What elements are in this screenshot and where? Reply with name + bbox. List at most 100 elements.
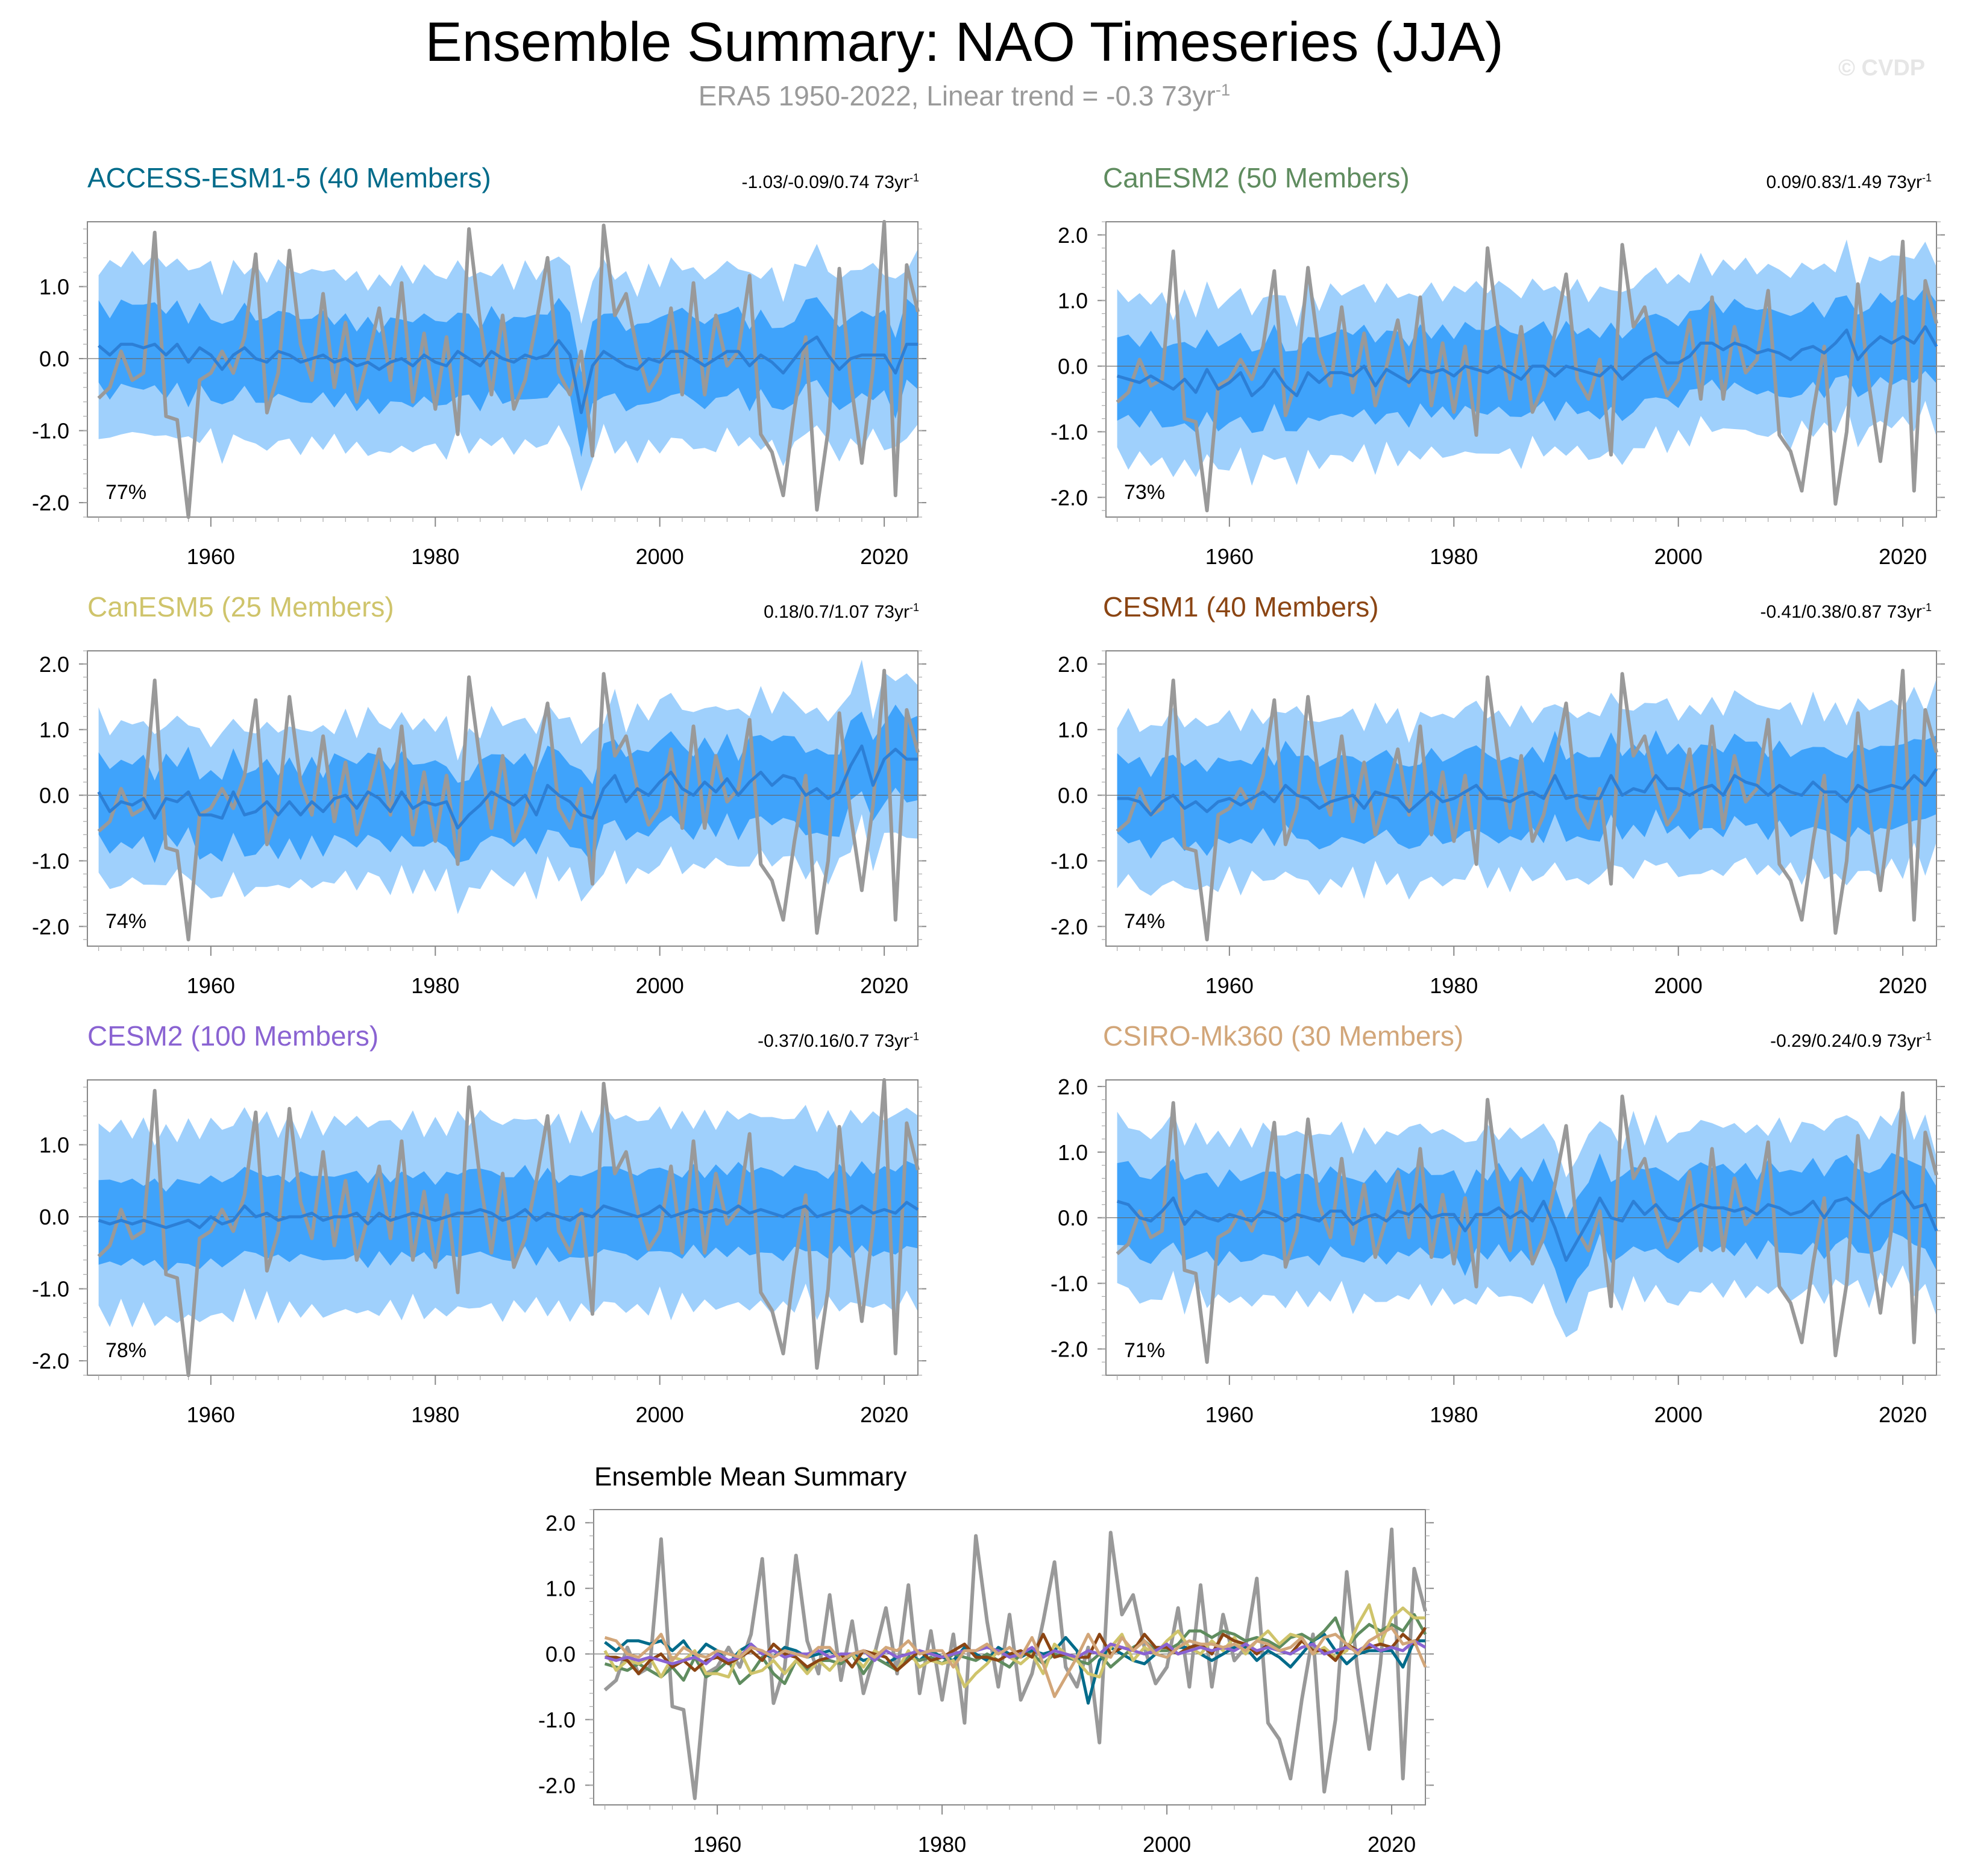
panel-cesm2-percentile-label: 78% <box>105 1339 146 1362</box>
panel-csiro-mk360-ensemble-mean-line <box>1116 1190 1938 1262</box>
panel-csiro-mk360-xtick-label: 2000 <box>1654 1402 1703 1427</box>
panel-canesm5-ensemble-mean-line <box>97 744 918 830</box>
panel-cesm1-chart: 2.0 1.0 0.0 -1.0 -2.0 1960 1980 2000 2020 74% <box>1051 650 1945 998</box>
summary-chart: Ensemble Mean Summary 2.0 1.0 0.0 -1.0 -2.0 19… <box>538 1462 1434 1857</box>
figure-subtitle: ERA5 1950-2022, Linear trend = -0.3 73yr… <box>0 80 1929 112</box>
panel-cesm1-observed-line <box>1116 668 1938 942</box>
panel-cesm1-ensemble-mean-line <box>1117 768 1938 817</box>
panel-csiro-mk360-xtick-label: 1980 <box>1430 1402 1478 1427</box>
panel-canesm2-xtick-label: 1960 <box>1205 544 1254 569</box>
panel-cesm1-ytick-label: 2.0 <box>1058 652 1088 677</box>
panel-access-esm1-5-ytick-label: -2.0 <box>32 491 69 515</box>
panel-access-esm1-5-ytick-label: 1.0 <box>39 275 69 300</box>
panel-csiro-mk360-ytick-label: 2.0 <box>1058 1074 1088 1099</box>
panel-title-canesm5: CanESM5 (25 Members) <box>87 591 394 623</box>
panel-canesm5-ytick-label: -2.0 <box>32 914 69 939</box>
panel-csiro-mk360-xtick-label: 1960 <box>1205 1402 1254 1427</box>
summary-ytick-label: 0.0 <box>545 1642 576 1667</box>
panel-cesm1-xtick-label: 2020 <box>1879 973 1927 998</box>
panel-canesm2-chart: 2.0 1.0 0.0 -1.0 -2.0 1960 1980 2000 2020 73% <box>1051 221 1945 569</box>
trend-text-canesm5: 0.18/0.7/1.07 73yr <box>764 602 909 622</box>
panel-title-cesm2: CESM2 (100 Members) <box>87 1020 379 1052</box>
panel-title-access-esm1-5: ACCESS-ESM1-5 (40 Members) <box>87 162 491 193</box>
panel-cesm2-ytick-label: 1.0 <box>39 1133 69 1158</box>
panel-trend-cesm2: -0.37/0.16/0.7 73yr-1 <box>497 1031 919 1052</box>
trend-text-cesm1: -0.41/0.38/0.87 73yr <box>1760 602 1922 622</box>
summary-ytick-label: 1.0 <box>545 1576 576 1601</box>
panel-canesm5-xtick-label: 1980 <box>411 973 459 998</box>
panel-csiro-mk360-ytick-label: -1.0 <box>1051 1272 1088 1296</box>
trend-superscript-canesm5: -1 <box>909 601 919 613</box>
summary-observed-line <box>603 1527 1427 1801</box>
panel-trend-csiro-mk360: -0.29/0.24/0.9 73yr-1 <box>1510 1031 1932 1052</box>
subtitle-text: ERA5 1950-2022, Linear trend = -0.3 73yr <box>698 80 1216 111</box>
panel-cesm2-xtick-label: 1980 <box>411 1402 459 1427</box>
summary-xtick-label: 1980 <box>918 1832 966 1857</box>
panel-access-esm1-5-ytick-label: 0.0 <box>39 347 69 371</box>
panel-canesm5-xtick-label: 2000 <box>636 973 684 998</box>
panel-trend-cesm1: -0.41/0.38/0.87 73yr-1 <box>1510 601 1932 623</box>
trend-superscript-access-esm1-5: -1 <box>909 172 919 184</box>
panel-cesm2-xtick-label: 2020 <box>860 1402 908 1427</box>
panel-canesm2-ytick-label: 2.0 <box>1058 223 1088 248</box>
panel-canesm5-percentile-label: 74% <box>105 910 146 933</box>
panel-cesm2-ytick-label: -2.0 <box>32 1349 69 1373</box>
panel-canesm5-inner-spread <box>98 704 919 864</box>
panel-canesm5-ytick-label: -1.0 <box>32 849 69 873</box>
panel-csiro-mk360-percentile-label: 71% <box>1124 1339 1165 1362</box>
panel-canesm5-observed-line <box>97 668 920 942</box>
panel-canesm5-xtick-label: 2020 <box>860 973 908 998</box>
panel-access-esm1-5-xtick-label: 1960 <box>187 544 235 569</box>
panel-cesm1-ytick-label: -2.0 <box>1051 914 1088 939</box>
summary-ytick-label: 2.0 <box>545 1511 576 1536</box>
trend-superscript-cesm1: -1 <box>1921 601 1932 613</box>
panel-access-esm1-5-observed-line <box>97 220 920 519</box>
summary-xtick-label: 2000 <box>1143 1832 1191 1857</box>
panel-canesm2-percentile-label: 73% <box>1124 481 1165 504</box>
panel-cesm2-observed-line <box>97 1078 920 1377</box>
panel-trend-canesm5: 0.18/0.7/1.07 73yr-1 <box>497 601 919 623</box>
panel-canesm5-ytick-label: 0.0 <box>39 783 69 808</box>
panel-access-esm1-5-xtick-label: 2000 <box>636 544 684 569</box>
trend-text-csiro-mk360: -0.29/0.24/0.9 73yr <box>1770 1031 1922 1051</box>
summary-title: Ensemble Mean Summary <box>594 1462 906 1492</box>
panel-cesm2-chart: 1.0 0.0 -1.0 -2.0 1960 1980 2000 2020 78% <box>32 1078 926 1427</box>
panel-trend-canesm2: 0.09/0.83/1.49 73yr-1 <box>1510 172 1932 193</box>
panel-cesm1-xtick-label: 1980 <box>1430 973 1478 998</box>
figure-title: Ensemble Summary: NAO Timeseries (JJA) <box>425 11 1504 73</box>
panel-canesm2-ytick-label: -2.0 <box>1051 485 1088 510</box>
panel-canesm2-ytick-label: 0.0 <box>1058 354 1088 379</box>
panel-cesm2-ensemble-mean-line <box>98 1200 919 1229</box>
trend-superscript-canesm2: -1 <box>1921 172 1932 184</box>
panel-cesm1-xtick-label: 2000 <box>1654 973 1703 998</box>
panel-access-esm1-5-xtick-label: 2020 <box>860 544 908 569</box>
summary-ytick-label: -2.0 <box>538 1773 576 1798</box>
summary-mean-line-csiro-mk360 <box>604 1626 1427 1698</box>
cvdp-watermark: © CVDP <box>1838 55 1926 81</box>
subtitle-superscript: -1 <box>1215 80 1231 99</box>
panel-cesm2-ytick-label: -1.0 <box>32 1277 69 1302</box>
panel-cesm2-xtick-label: 1960 <box>187 1402 235 1427</box>
panel-cesm1-ytick-label: -1.0 <box>1051 849 1088 873</box>
panel-canesm2-observed-line <box>1116 239 1938 513</box>
panel-cesm1-ytick-label: 1.0 <box>1058 718 1088 742</box>
panel-cesm2-xtick-label: 2000 <box>636 1402 684 1427</box>
panel-access-esm1-5-chart: 1.0 0.0 -1.0 -2.0 1960 1980 2000 2020 77% <box>32 220 926 569</box>
summary-ytick-label: -1.0 <box>538 1707 576 1732</box>
panel-csiro-mk360-ytick-label: 1.0 <box>1058 1140 1088 1165</box>
panel-canesm5-ytick-label: 2.0 <box>39 652 69 677</box>
panel-trend-access-esm1-5: -1.03/-0.09/0.74 73yr-1 <box>497 172 919 193</box>
panel-cesm1-xtick-label: 1960 <box>1205 973 1254 998</box>
panel-csiro-mk360-xtick-label: 2020 <box>1879 1402 1927 1427</box>
panel-access-esm1-5-ytick-label: -1.0 <box>32 419 69 444</box>
trend-superscript-csiro-mk360: -1 <box>1921 1031 1932 1043</box>
panel-cesm1-ytick-label: 0.0 <box>1058 783 1088 808</box>
trend-text-canesm2: 0.09/0.83/1.49 73yr <box>1766 172 1922 192</box>
panel-canesm2-ytick-label: -1.0 <box>1051 419 1088 444</box>
panel-canesm2-xtick-label: 2020 <box>1879 544 1927 569</box>
summary-xtick-label: 2020 <box>1368 1832 1416 1857</box>
panel-access-esm1-5-percentile-label: 77% <box>105 481 146 504</box>
panel-canesm5-ytick-label: 1.0 <box>39 718 69 742</box>
panel-csiro-mk360-observed-line <box>1116 1091 1938 1364</box>
